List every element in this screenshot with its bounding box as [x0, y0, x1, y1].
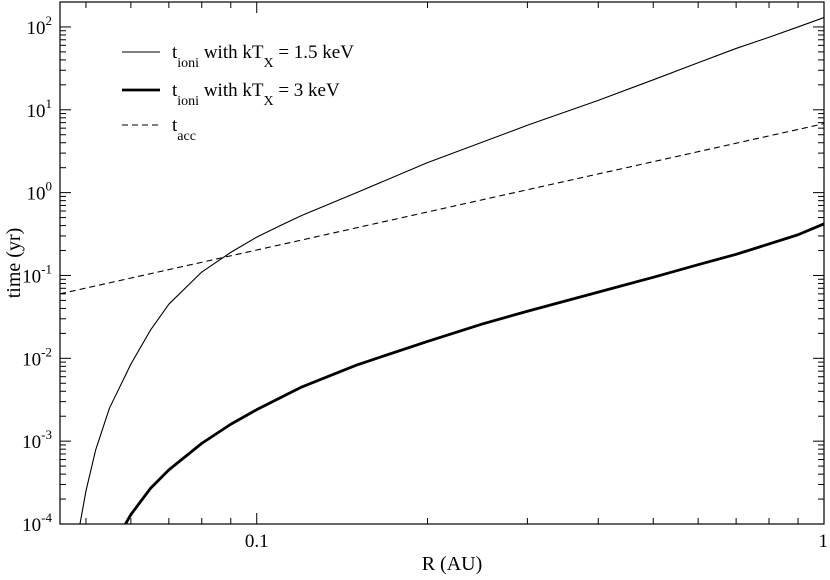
y-tick-label: 100 [27, 179, 53, 205]
y-tick-label: 102 [27, 13, 53, 39]
y-tick-label: 101 [27, 96, 53, 122]
x-axis-label: R (AU) [422, 553, 483, 575]
legend-label-2: tioni with kTX = 3 keV [172, 80, 340, 109]
tick-layer: 10-4 10-3 10-2 10-1 100 101 102 0.1 1 [22, 1, 829, 552]
y-axis-label: time (yr) [3, 228, 25, 299]
y-tick-label: 10-2 [22, 344, 52, 370]
series-layer [60, 16, 824, 524]
series-line-1 [79, 16, 824, 524]
legend-label-1: tioni with kTX = 1.5 keV [172, 42, 354, 71]
legend-label-3: tacc [172, 115, 196, 144]
y-tick-label: 10-1 [22, 261, 52, 287]
x-tick-label: 0.1 [245, 531, 269, 552]
y-tick-label: 10-3 [22, 427, 52, 453]
y-tick-label: 10-4 [22, 510, 52, 536]
x-tick-label: 1 [819, 531, 829, 552]
series-line-3 [60, 123, 824, 295]
series-line-2 [124, 222, 824, 524]
legend: tioni with kTX = 1.5 keV tioni with kTX =… [122, 42, 354, 144]
plot-frame [59, 1, 825, 525]
